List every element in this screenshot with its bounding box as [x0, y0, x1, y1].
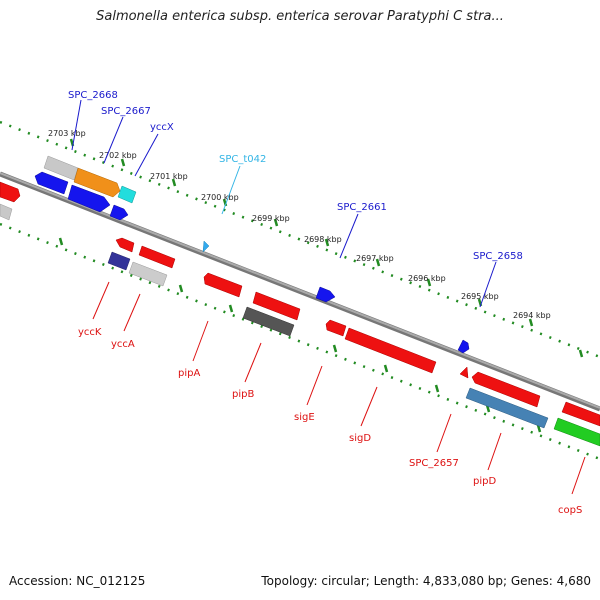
- gene-feature[interactable]: [325, 319, 347, 337]
- gene-feature[interactable]: [67, 184, 111, 213]
- lower-tick: [536, 424, 542, 433]
- leader-line: [360, 386, 378, 427]
- ruler-label: 2702 kbp: [99, 151, 137, 160]
- ruler-label: 2700 kbp: [201, 193, 239, 202]
- lower-tick: [578, 349, 584, 358]
- upper-dotted-track: [0, 120, 600, 359]
- gene-feature[interactable]: [252, 291, 301, 321]
- lower-tick: [383, 364, 389, 373]
- gene-label[interactable]: yccK: [78, 327, 102, 338]
- ruler-tick: [273, 218, 279, 227]
- gene-feature[interactable]: [43, 155, 79, 181]
- ruler-tick: [528, 318, 534, 327]
- lower-tick: [58, 237, 64, 246]
- gene-feature[interactable]: [202, 240, 210, 253]
- gene-label[interactable]: SPC_2668: [68, 90, 118, 101]
- gene-label[interactable]: SPC_t042: [219, 154, 266, 165]
- gene-label[interactable]: pipA: [178, 368, 200, 379]
- gene-feature[interactable]: [107, 251, 131, 271]
- leader-line: [134, 133, 159, 177]
- top-gene-labels: SPC_2668 SPC_2667 yccX SPC_t042 SPC_2661…: [68, 90, 523, 308]
- gene-label[interactable]: sigD: [349, 433, 371, 444]
- ruler-tick: [171, 178, 177, 187]
- gene-feature[interactable]: [138, 245, 176, 269]
- ruler-tick: [120, 158, 126, 167]
- ruler-label: 2695 kbp: [461, 292, 499, 301]
- gene-feature[interactable]: [459, 366, 469, 379]
- ruler-label: 2697 kbp: [356, 254, 394, 263]
- gene-feature[interactable]: [457, 339, 470, 354]
- lower-tick: [434, 384, 440, 393]
- leader-line: [339, 213, 359, 259]
- genes-forward-top: [0, 155, 470, 354]
- leader-line: [103, 116, 124, 164]
- gene-feature[interactable]: [128, 261, 168, 287]
- gene-feature[interactable]: [0, 203, 13, 221]
- ruler-label: 2703 kbp: [48, 129, 86, 138]
- ruler: 2703 kbp 2702 kbp 2701 kbp 2700 kbp 2699…: [48, 129, 584, 433]
- gene-feature[interactable]: [117, 185, 137, 204]
- gene-label[interactable]: yccX: [150, 122, 174, 133]
- ruler-label: 2696 kbp: [408, 274, 446, 283]
- gene-label[interactable]: SPC_2657: [409, 458, 459, 469]
- ruler-label: 2701 kbp: [150, 172, 188, 181]
- gene-label[interactable]: copS: [558, 505, 582, 516]
- leader-line: [487, 432, 502, 471]
- gene-label[interactable]: SPC_2658: [473, 251, 523, 262]
- ruler-tick: [324, 238, 330, 247]
- map-title: Salmonella enterica subsp. enterica sero…: [96, 9, 504, 24]
- genes-reverse-bottom: [107, 237, 600, 447]
- gene-feature[interactable]: [115, 237, 135, 253]
- leader-line: [479, 261, 497, 308]
- leader-line: [123, 293, 141, 332]
- ruler-label: 2698 kbp: [304, 235, 342, 244]
- leader-line: [306, 365, 323, 406]
- lower-tick: [332, 344, 338, 353]
- gene-feature[interactable]: [203, 272, 243, 298]
- genome-summary-text: Topology: circular; Length: 4,833,080 bp…: [261, 574, 591, 588]
- gene-feature[interactable]: [553, 417, 600, 447]
- leader-line: [571, 456, 586, 495]
- bottom-gene-labels: yccK yccA pipA pipB sigE sigD SPC_2657 p…: [78, 281, 586, 516]
- gene-label[interactable]: sigE: [294, 412, 315, 423]
- gene-feature[interactable]: [242, 306, 295, 337]
- gene-feature[interactable]: [561, 401, 600, 427]
- lower-tick: [228, 304, 234, 313]
- gene-feature[interactable]: [344, 327, 437, 374]
- gene-feature[interactable]: [0, 181, 21, 203]
- ruler-label: 2699 kbp: [252, 214, 290, 223]
- ruler-tick: [426, 278, 432, 287]
- leader-line: [221, 165, 241, 215]
- gene-feature[interactable]: [109, 204, 129, 221]
- accession-text: Accession: NC_012125: [9, 574, 146, 588]
- gene-feature[interactable]: [315, 286, 336, 303]
- gene-feature[interactable]: [471, 371, 541, 408]
- gene-label[interactable]: SPC_2667: [101, 106, 151, 117]
- ruler-tick: [375, 258, 381, 267]
- leader-line: [192, 320, 209, 362]
- gene-feature[interactable]: [34, 171, 69, 195]
- gene-label[interactable]: yccA: [111, 339, 135, 350]
- leader-line: [92, 281, 110, 320]
- gene-label[interactable]: pipB: [232, 389, 254, 400]
- leader-line: [71, 99, 82, 151]
- lower-tick: [178, 284, 184, 293]
- gene-feature[interactable]: [73, 167, 121, 198]
- leader-line: [436, 413, 452, 453]
- gene-label[interactable]: pipD: [473, 476, 496, 487]
- gene-feature[interactable]: [465, 387, 549, 429]
- ruler-label: 2694 kbp: [513, 311, 551, 320]
- backbone: [0, 172, 600, 409]
- gene-label[interactable]: SPC_2661: [337, 202, 387, 213]
- leader-line: [244, 342, 262, 383]
